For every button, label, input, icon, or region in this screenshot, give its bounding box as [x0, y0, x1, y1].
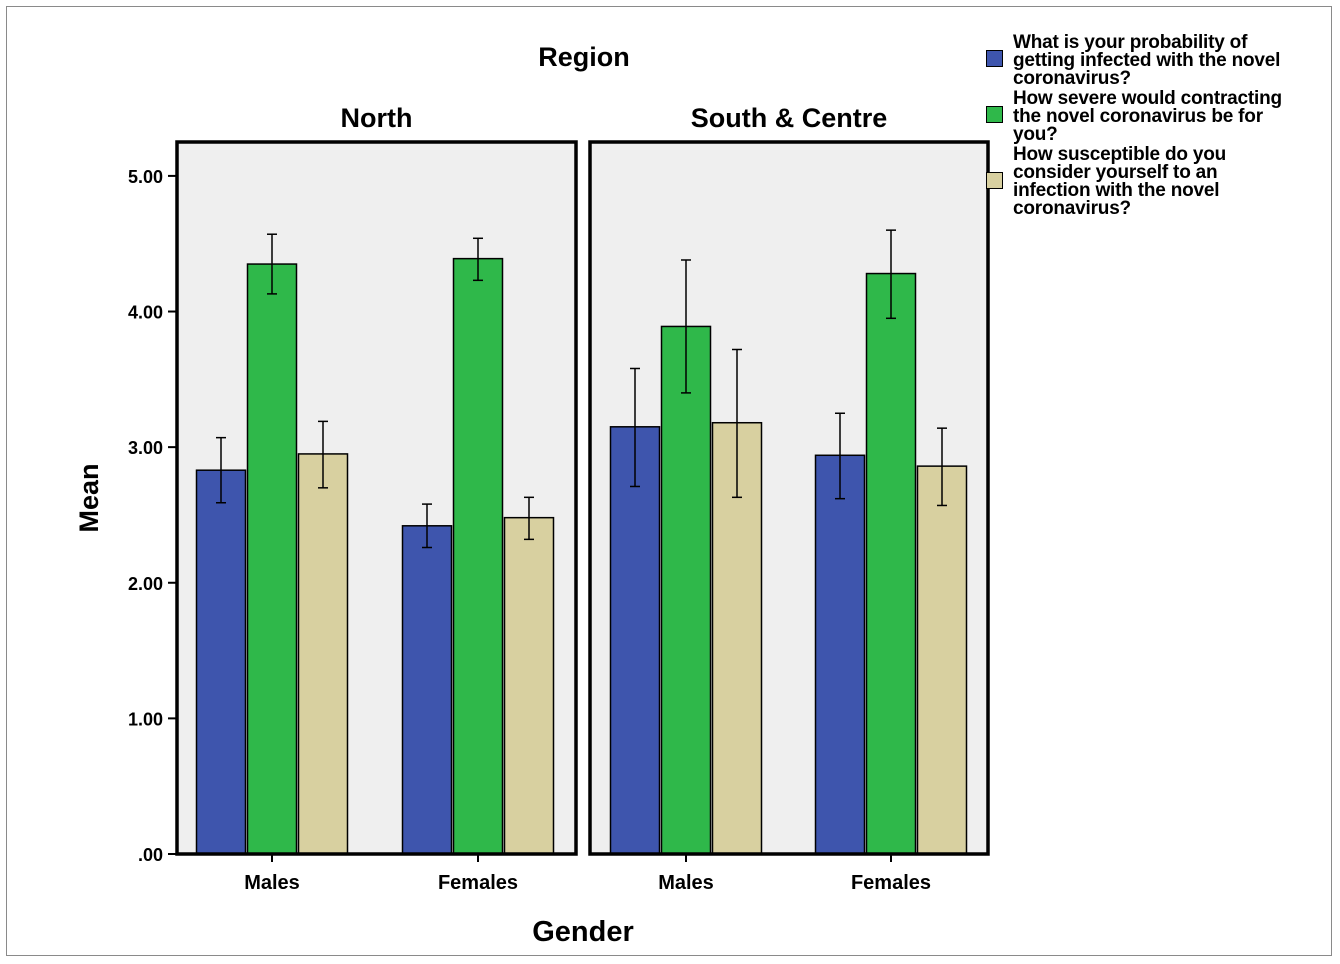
- bar: [609, 426, 661, 855]
- chart-title: Region: [538, 42, 630, 72]
- panel-border: [175, 140, 578, 856]
- x-axis-label: Gender: [532, 916, 634, 948]
- legend-swatch: [986, 172, 1003, 189]
- bar: [401, 525, 453, 855]
- y-tick-label: 2.00: [128, 574, 163, 594]
- bar: [916, 465, 968, 855]
- x-tick-label: Females: [851, 872, 931, 894]
- bar: [297, 453, 349, 855]
- bar: [246, 263, 298, 855]
- bar: [865, 272, 917, 855]
- y-tick-label: .00: [138, 845, 163, 865]
- legend-item: What is your probability of getting infe…: [986, 32, 1286, 89]
- panel-border: [588, 140, 990, 856]
- legend-label: How susceptible do you consider yourself…: [1013, 144, 1227, 219]
- bar: [814, 454, 866, 855]
- panel-title: North: [341, 103, 413, 133]
- y-tick-label: 3.00: [128, 438, 163, 458]
- bar: [452, 257, 504, 855]
- panel-title: South & Centre: [691, 103, 888, 133]
- legend-item: How severe would contracting the novel c…: [986, 88, 1286, 145]
- x-tick-label: Males: [244, 872, 300, 894]
- bar: [660, 325, 712, 855]
- x-tick-label: Males: [658, 872, 714, 894]
- y-axis-label: Mean: [74, 463, 104, 532]
- bar: [195, 469, 247, 855]
- bar: [503, 516, 555, 855]
- legend-swatch: [986, 106, 1003, 123]
- y-tick-label: 5.00: [128, 167, 163, 187]
- y-tick-label: 4.00: [128, 303, 163, 323]
- x-tick-label: Females: [438, 872, 518, 894]
- y-tick-label: 1.00: [128, 709, 163, 729]
- legend-label: What is your probability of getting infe…: [1013, 32, 1281, 89]
- legend-label: How severe would contracting the novel c…: [1013, 88, 1282, 145]
- legend: What is your probability of getting infe…: [986, 32, 1286, 220]
- legend-swatch: [986, 50, 1003, 67]
- legend-item: How susceptible do you consider yourself…: [986, 144, 1286, 219]
